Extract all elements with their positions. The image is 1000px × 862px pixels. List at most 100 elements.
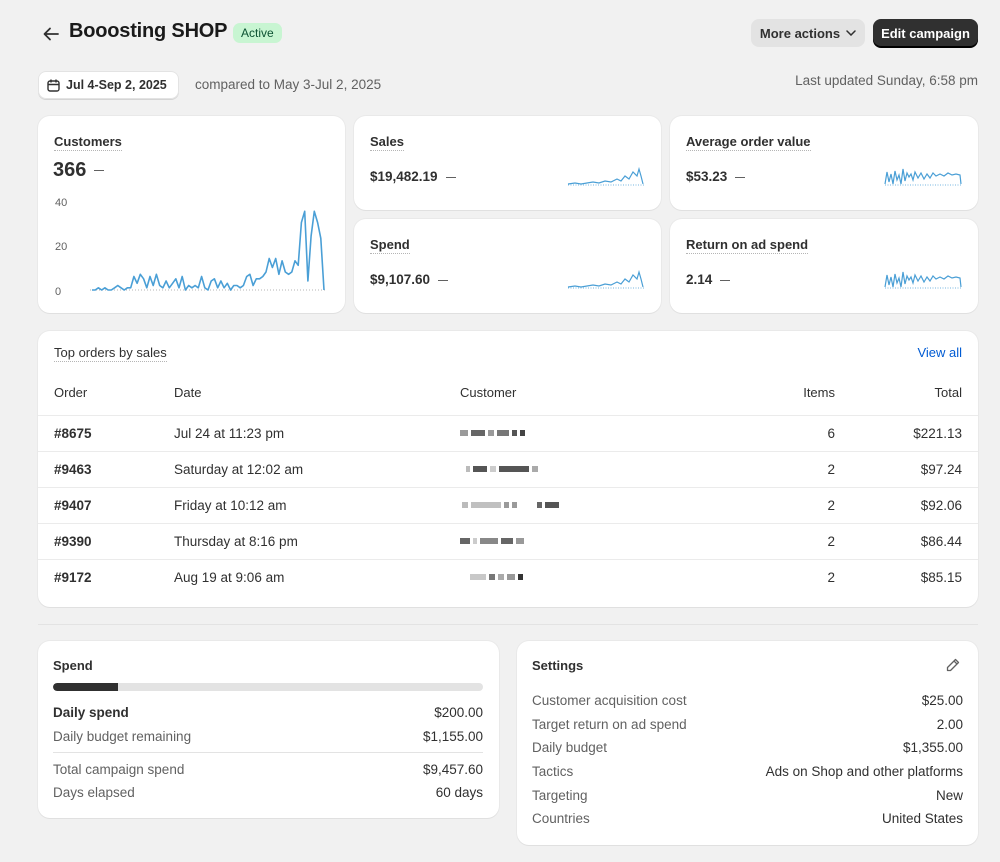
view-all-link[interactable]: View all [917, 345, 962, 360]
page-header: Booosting SHOP Active More actions Edit … [38, 18, 978, 48]
daily-spend-label: Daily spend [53, 705, 129, 720]
roas-value: 2.14 [686, 272, 731, 287]
spend-progress-bar [53, 683, 483, 691]
order-items: 2 [827, 498, 835, 513]
order-number[interactable]: #9407 [54, 498, 92, 513]
roas-label[interactable]: Return on ad spend [686, 237, 809, 254]
divider [53, 752, 483, 753]
spend-card: Spend Daily spend $200.00 Daily budget r… [38, 641, 499, 818]
aov-label[interactable]: Average order value [686, 134, 811, 151]
days-elapsed-value: 60 days [435, 785, 483, 800]
spend-card-title: Spend [53, 658, 93, 673]
aov-sparkline [884, 168, 962, 186]
cac-label: Customer acquisition cost [532, 693, 687, 708]
daily-budget-label: Daily budget [532, 740, 608, 755]
settings-row-targeting: Targeting New [532, 788, 963, 808]
targeting-value: New [935, 788, 963, 803]
aov-card: Average order value $53.23 [670, 116, 978, 210]
spend-label[interactable]: Spend [370, 237, 410, 254]
customers-value: 366 [53, 159, 105, 182]
settings-row-countries: Countries United States [532, 811, 963, 831]
daily-budget-value: $1,355.00 [902, 740, 963, 755]
customers-label[interactable]: Customers [54, 134, 122, 151]
daily-budget-remaining-value: $1,155.00 [422, 729, 483, 744]
settings-card: Settings Customer acquisition cost $25.0… [517, 641, 978, 845]
settings-row-tactics: Tactics Ads on Shop and other platforms [532, 764, 963, 784]
days-elapsed-label: Days elapsed [53, 785, 135, 800]
order-date: Saturday at 12:02 am [174, 462, 304, 477]
daily-budget-remaining-label: Daily budget remaining [53, 729, 192, 744]
sales-value: $19,482.19 [370, 169, 456, 184]
sales-label[interactable]: Sales [370, 134, 404, 151]
order-total: $221.13 [913, 426, 962, 441]
table-row[interactable]: #9172 Aug 19 at 9:06 am 2 $85.15 [38, 559, 978, 595]
order-number[interactable]: #9463 [54, 462, 92, 477]
order-items: 2 [827, 534, 835, 549]
table-row[interactable]: #8675 Jul 24 at 11:23 pm 6 $221.13 [38, 415, 978, 451]
column-header-items: Items [803, 385, 835, 400]
date-range-picker[interactable]: Jul 4-Sep 2, 2025 [38, 71, 179, 99]
order-date: Friday at 10:12 am [174, 498, 287, 513]
spend-progress-fill [53, 683, 118, 691]
customer-name-redacted [460, 534, 524, 548]
customer-name-redacted [470, 570, 523, 584]
y-tick-label: 40 [55, 197, 68, 209]
daily-budget-remaining-row: Daily budget remaining $1,155.00 [53, 729, 483, 749]
total-campaign-spend-row: Total campaign spend $9,457.60 [53, 762, 483, 782]
table-row[interactable]: #9463 Saturday at 12:02 am 2 $97.24 [38, 451, 978, 487]
edit-pencil-icon[interactable] [946, 658, 960, 675]
top-orders-card: Top orders by sales View all Order Date … [38, 331, 978, 607]
order-date: Aug 19 at 9:06 am [174, 570, 285, 585]
order-total: $85.15 [920, 570, 962, 585]
date-range-label: Jul 4-Sep 2, 2025 [66, 78, 167, 92]
back-arrow-icon[interactable] [40, 23, 62, 45]
countries-label: Countries [532, 811, 590, 826]
top-orders-title[interactable]: Top orders by sales [54, 345, 167, 362]
daily-spend-row: Daily spend $200.00 [53, 705, 483, 725]
tactics-label: Tactics [532, 764, 574, 779]
settings-row-cac: Customer acquisition cost $25.00 [532, 693, 963, 713]
order-items: 6 [827, 426, 835, 441]
target-roas-value: 2.00 [936, 717, 963, 732]
last-updated-text: Last updated Sunday, 6:58 pm [795, 73, 978, 88]
order-number[interactable]: #9390 [54, 534, 92, 549]
customer-name-redacted [462, 498, 559, 512]
cac-value: $25.00 [921, 693, 963, 708]
total-campaign-spend-value: $9,457.60 [422, 762, 483, 777]
customer-name-redacted [466, 462, 538, 476]
more-actions-button[interactable]: More actions [751, 19, 865, 47]
customers-line-chart [90, 210, 326, 291]
order-number[interactable]: #9172 [54, 570, 92, 585]
table-row[interactable]: #9407 Friday at 10:12 am 2 $92.06 [38, 487, 978, 523]
sales-sparkline [567, 166, 644, 186]
column-header-order: Order [54, 385, 88, 400]
column-header-date: Date [174, 385, 202, 400]
order-number[interactable]: #8675 [54, 426, 92, 441]
daily-spend-value: $200.00 [434, 705, 483, 720]
status-badge: Active [233, 23, 282, 43]
settings-row-daily-budget: Daily budget $1,355.00 [532, 740, 963, 760]
settings-row-target-roas: Target return on ad spend 2.00 [532, 717, 963, 737]
y-tick-label: 20 [55, 241, 68, 253]
more-actions-label: More actions [759, 25, 841, 41]
order-items: 2 [827, 570, 835, 585]
compare-period-text: compared to May 3-Jul 2, 2025 [195, 77, 382, 92]
calendar-icon [47, 79, 60, 92]
order-items: 2 [827, 462, 835, 477]
settings-card-title: Settings [532, 658, 584, 673]
column-header-total: Total [934, 385, 962, 400]
tactics-value: Ads on Shop and other platforms [765, 764, 963, 779]
days-elapsed-row: Days elapsed 60 days [53, 785, 483, 805]
countries-value: United States [881, 811, 963, 826]
edit-campaign-button[interactable]: Edit campaign [873, 19, 978, 47]
customer-name-redacted [460, 426, 525, 440]
page-title: Booosting SHOP [69, 20, 228, 42]
y-tick-label: 0 [55, 286, 62, 298]
table-row[interactable]: #9390 Thursday at 8:16 pm 2 $86.44 [38, 523, 978, 559]
chevron-down-icon [846, 30, 856, 36]
sales-card: Sales $19,482.19 [354, 116, 661, 210]
order-total: $86.44 [920, 534, 962, 549]
target-roas-label: Target return on ad spend [532, 717, 687, 732]
order-date: Jul 24 at 11:23 pm [174, 426, 285, 441]
order-date: Thursday at 8:16 pm [174, 534, 298, 549]
